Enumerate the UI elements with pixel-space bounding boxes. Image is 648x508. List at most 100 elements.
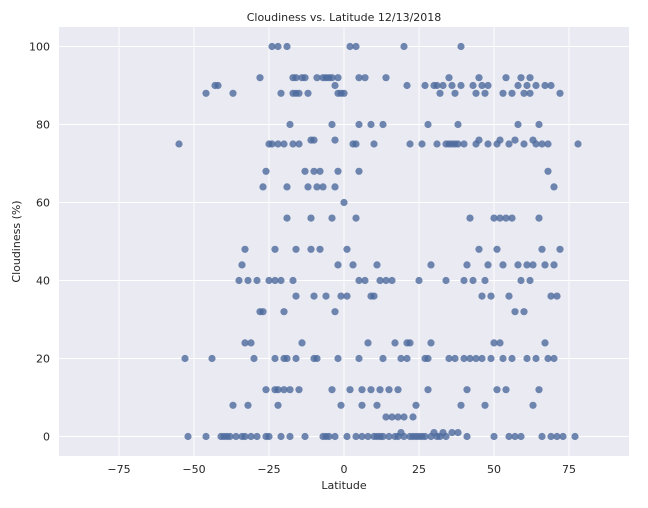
data-point [379,432,387,441]
data-point [436,89,444,97]
data-point [286,432,294,441]
data-point [520,140,528,148]
data-point [361,74,369,82]
data-point [334,167,342,175]
data-point [484,140,492,148]
data-point [334,261,342,269]
data-point [307,214,315,222]
data-point [313,74,321,82]
data-point [442,432,450,441]
data-point [244,276,252,285]
data-point [496,214,504,222]
data-point [529,401,537,409]
data-point [385,432,393,441]
data-point [244,401,252,409]
data-point [346,386,354,394]
data-point [406,339,414,347]
data-point [337,292,345,300]
data-point [478,292,486,300]
data-point [448,429,456,437]
data-point [280,308,288,316]
data-point [310,136,318,144]
data-point [247,432,255,441]
data-point [304,183,312,191]
data-point [283,42,291,51]
data-point [490,339,498,347]
data-point [370,140,378,148]
data-point [502,214,510,222]
data-point [499,261,507,269]
data-point [547,81,555,90]
data-point [547,432,555,441]
data-point [334,354,342,363]
data-point [301,432,309,441]
data-point [556,245,564,253]
data-point [283,354,291,363]
data-point [250,354,258,363]
data-point [541,81,549,90]
data-point [289,276,297,285]
data-point [400,42,408,51]
data-point [517,74,525,82]
y-tick-label: 80 [36,119,50,132]
data-point [229,89,237,97]
data-point [271,354,279,363]
data-point [247,339,255,347]
data-point [469,81,477,90]
data-point [358,386,366,394]
data-point [466,214,474,222]
data-point [277,89,285,97]
x-tick-label: 0 [341,463,348,476]
data-point [532,140,540,148]
data-point [337,401,345,409]
y-tick-label: 40 [36,275,50,288]
data-point [280,386,288,394]
x-tick-label: −50 [182,463,205,476]
data-point [292,74,300,82]
data-point [373,401,381,409]
data-point [406,140,414,148]
data-point [511,432,519,441]
data-point [364,432,372,441]
data-point [238,261,246,269]
data-point [208,354,216,363]
data-point [295,89,303,97]
data-point [328,74,336,82]
data-point [271,276,279,285]
data-point [355,276,363,285]
data-point [400,413,408,421]
data-point [544,354,552,363]
data-point [493,245,501,253]
data-point [265,276,273,285]
data-point [535,120,543,129]
data-point [553,292,561,300]
data-point [487,292,495,300]
data-point [415,276,423,285]
data-point [535,214,543,222]
data-point [361,276,369,285]
data-point [508,214,516,222]
data-point [316,167,324,175]
data-point [517,432,525,441]
data-point [175,140,183,148]
data-point [292,245,300,253]
data-point [358,432,366,441]
data-point [277,432,285,441]
data-point [559,432,567,441]
data-point [538,432,546,441]
data-point [481,401,489,409]
data-point [454,429,462,437]
data-point [235,276,243,285]
data-point [295,140,303,148]
data-point [490,432,498,441]
data-point [388,276,396,285]
data-point [418,140,426,148]
data-point [382,413,390,421]
data-point [523,261,531,269]
data-point [325,432,333,441]
data-point [355,354,363,363]
data-point [379,120,387,129]
data-point [535,386,543,394]
data-point [373,261,381,269]
